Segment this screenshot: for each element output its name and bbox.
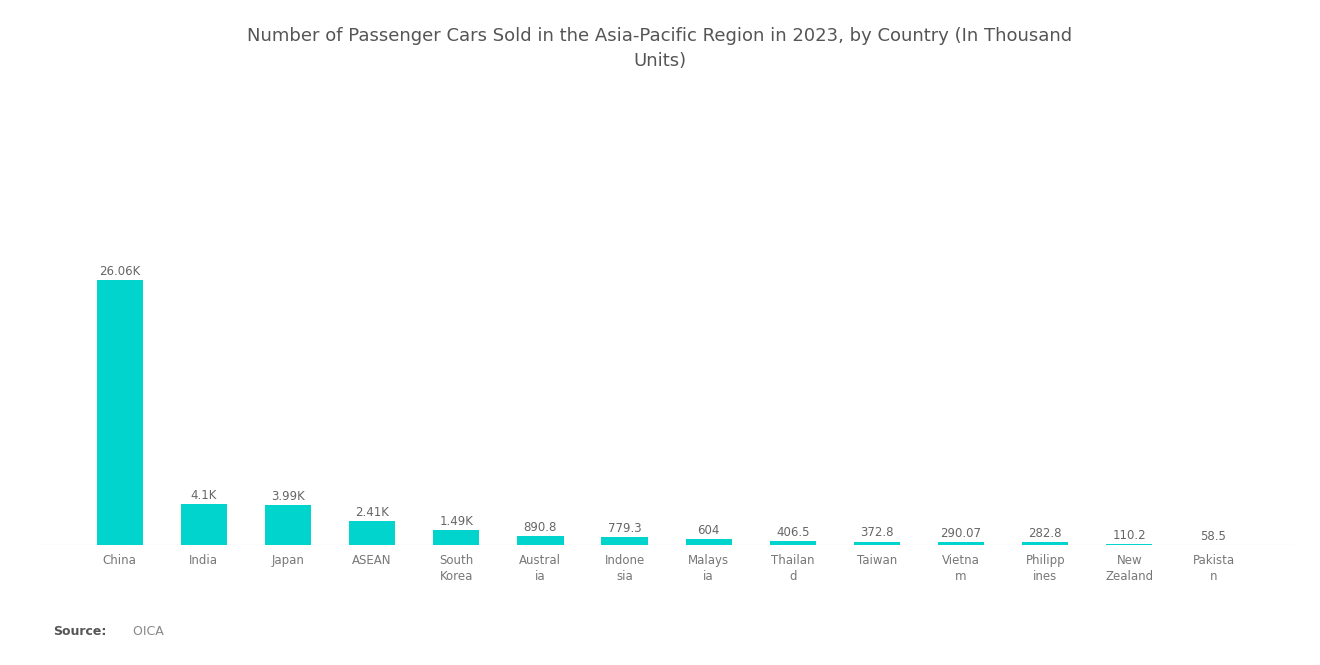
Text: 1.49K: 1.49K [440,515,473,528]
Text: 110.2: 110.2 [1113,529,1146,542]
Text: 290.07: 290.07 [941,527,982,540]
Bar [1106,544,1152,545]
Bar [685,539,731,545]
Text: 4.1K: 4.1K [190,489,216,501]
Bar [181,503,227,545]
Bar [602,537,648,545]
Text: OICA: OICA [125,625,164,638]
Bar [1022,543,1068,545]
Text: 604: 604 [697,524,719,537]
Bar [348,521,395,545]
Bar [854,541,900,545]
Text: 26.06K: 26.06K [99,265,140,279]
Bar [265,505,312,545]
Text: Source:: Source: [53,625,106,638]
Text: 3.99K: 3.99K [271,489,305,503]
Text: 890.8: 890.8 [524,521,557,534]
Text: 2.41K: 2.41K [355,505,389,519]
Text: 406.5: 406.5 [776,526,809,539]
Text: Number of Passenger Cars Sold in the Asia-Pacific Region in 2023, by Country (In: Number of Passenger Cars Sold in the Asi… [247,27,1073,70]
Bar [433,530,479,545]
Text: 58.5: 58.5 [1200,529,1226,543]
Bar [939,543,985,545]
Text: 779.3: 779.3 [607,522,642,535]
Bar [770,541,816,545]
Text: 372.8: 372.8 [861,527,894,539]
Bar [96,281,143,545]
Bar [517,536,564,545]
Text: 282.8: 282.8 [1028,527,1063,540]
